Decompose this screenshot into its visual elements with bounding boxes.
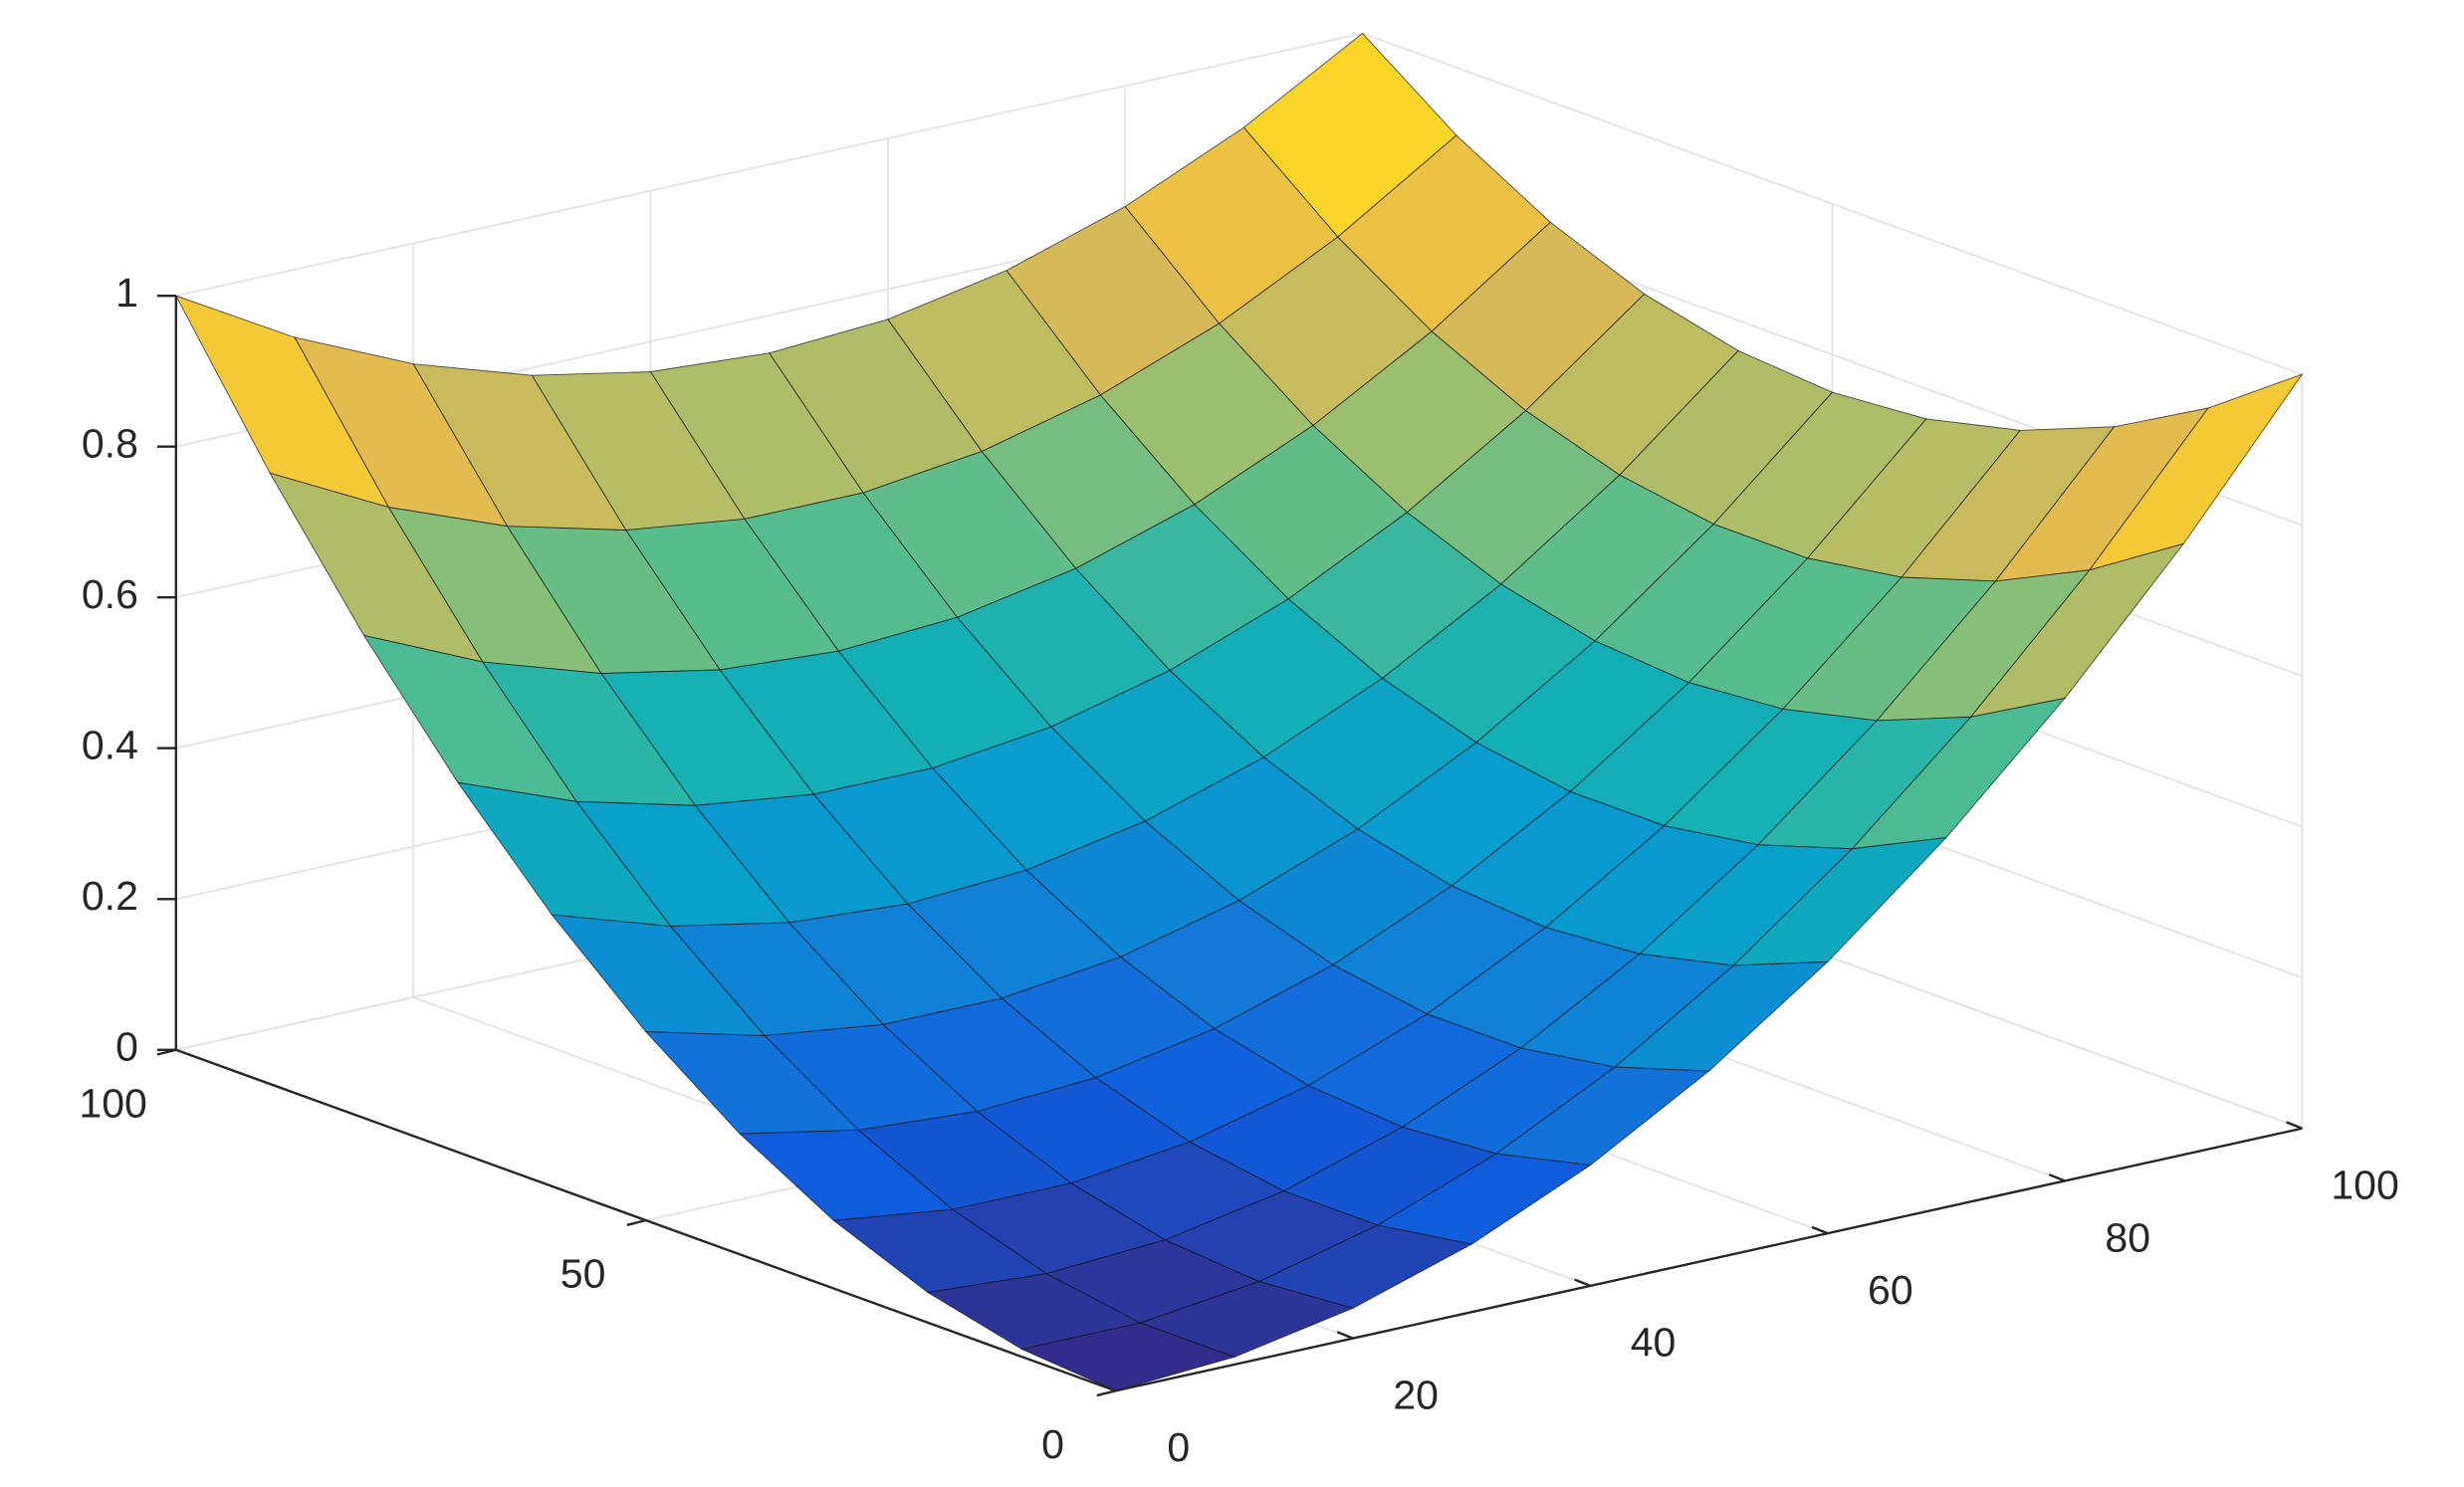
- x-tick-label: 0: [1167, 1424, 1190, 1470]
- y-tick-label: 50: [560, 1251, 606, 1297]
- tick-mark: [1574, 1278, 1591, 1287]
- tick-mark: [1096, 1389, 1116, 1397]
- z-tick-label: 0: [115, 1024, 138, 1070]
- x-axis: [1115, 1127, 2303, 1392]
- surface-patch: [1019, 1322, 1236, 1391]
- tick-mark: [2048, 1173, 2066, 1182]
- x-tick-label: 80: [2105, 1214, 2150, 1260]
- y-tick-label: 0: [1041, 1421, 1064, 1467]
- grid-line: [1362, 32, 2303, 375]
- x-tick-label: 40: [1631, 1320, 1677, 1366]
- x-tick-label: 20: [1393, 1372, 1439, 1417]
- tick-mark: [1336, 1331, 1354, 1340]
- z-tick-label: 0.4: [82, 723, 138, 768]
- grid-line: [175, 32, 1363, 298]
- x-tick-label: 100: [2331, 1163, 2398, 1208]
- tick-mark: [1099, 1382, 1117, 1392]
- tick-mark: [156, 1048, 177, 1056]
- z-tick-label: 0.8: [82, 421, 138, 467]
- tick-mark: [626, 1218, 647, 1226]
- z-tick-label: 1: [115, 270, 138, 316]
- z-tick-label: 0.6: [82, 571, 138, 617]
- y-tick-label: 100: [79, 1080, 146, 1126]
- tick-mark: [2286, 1121, 2303, 1130]
- tick-mark: [1811, 1225, 1829, 1235]
- z-tick-label: 0.2: [82, 873, 138, 919]
- x-tick-label: 60: [1868, 1267, 1913, 1313]
